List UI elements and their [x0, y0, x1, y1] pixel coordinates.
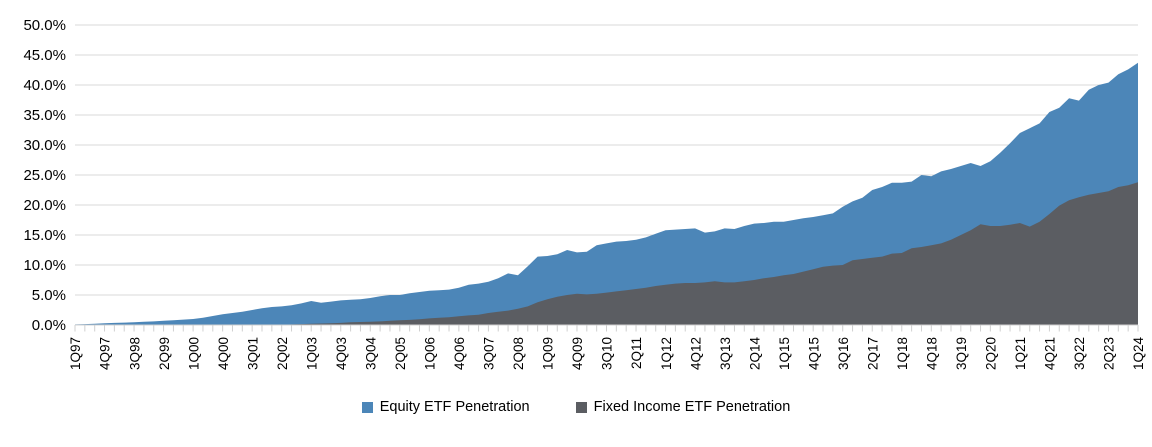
x-tick-label: 3Q01 [245, 337, 260, 370]
chart-legend: Equity ETF Penetration Fixed Income ETF … [0, 399, 1152, 415]
legend-item-fixed-income: Fixed Income ETF Penetration [575, 399, 791, 415]
fixed-income-legend-label: Fixed Income ETF Penetration [593, 399, 791, 415]
x-tick-label: 1Q97 [68, 337, 83, 370]
x-tick-label: 4Q18 [925, 337, 940, 370]
x-tick-label: 4Q97 [98, 337, 113, 370]
x-tick-label: 1Q24 [1131, 337, 1146, 371]
equity-legend-label: Equity ETF Penetration [379, 399, 530, 415]
x-tick-label: 3Q04 [363, 337, 378, 371]
x-tick-label: 1Q09 [541, 337, 556, 370]
x-tick-label: 2Q17 [865, 337, 880, 370]
x-tick-label: 4Q15 [806, 337, 821, 370]
x-tick-label: 1Q00 [186, 337, 201, 370]
y-tick-label: 40.0% [23, 77, 66, 94]
x-tick-label: 3Q07 [482, 337, 497, 370]
y-tick-label: 10.0% [23, 257, 66, 274]
y-tick-label: 45.0% [23, 47, 66, 64]
y-tick-label: 25.0% [23, 167, 66, 184]
y-tick-label: 15.0% [23, 227, 66, 244]
x-tick-label: 2Q20 [984, 337, 999, 370]
x-tick-label: 3Q13 [718, 337, 733, 370]
y-tick-label: 5.0% [32, 287, 66, 304]
y-tick-label: 35.0% [23, 107, 66, 124]
y-tick-label: 0.0% [32, 317, 66, 334]
x-tick-label: 2Q99 [157, 337, 172, 370]
x-tick-label: 2Q23 [1102, 337, 1117, 370]
y-tick-label: 30.0% [23, 137, 66, 154]
x-tick-label: 1Q21 [1013, 337, 1028, 370]
y-tick-label: 50.0% [23, 17, 66, 34]
x-tick-label: 1Q15 [777, 337, 792, 370]
x-tick-label: 3Q98 [127, 337, 142, 370]
x-tick-label: 2Q02 [275, 337, 290, 370]
area-fixed-income-etf-penetration [75, 182, 1138, 325]
x-tick-label: 1Q18 [895, 337, 910, 370]
x-tick-label: 4Q06 [452, 337, 467, 370]
x-tick-label: 4Q09 [570, 337, 585, 370]
x-tick-label: 4Q00 [216, 337, 231, 370]
x-tick-label: 2Q08 [511, 337, 526, 370]
x-tick-label: 4Q12 [688, 337, 703, 370]
y-tick-label: 20.0% [23, 197, 66, 214]
equity-legend-swatch-icon [361, 401, 373, 413]
x-tick-label: 2Q05 [393, 337, 408, 370]
x-tick-label: 1Q06 [423, 337, 438, 370]
x-tick-label: 2Q11 [629, 337, 644, 369]
x-tick-label: 3Q19 [954, 337, 969, 370]
fixed-income-legend-swatch-icon [575, 401, 587, 413]
x-tick-label: 1Q03 [304, 337, 319, 370]
x-tick-label: 3Q22 [1072, 337, 1087, 370]
x-tick-label: 1Q12 [659, 337, 674, 370]
x-tick-label: 4Q03 [334, 337, 349, 370]
x-tick-label: 2Q14 [747, 337, 762, 371]
x-tick-label: 3Q10 [600, 337, 615, 370]
x-tick-label: 4Q21 [1043, 337, 1058, 370]
legend-item-equity: Equity ETF Penetration [361, 399, 530, 415]
x-tick-label: 3Q16 [836, 337, 851, 370]
